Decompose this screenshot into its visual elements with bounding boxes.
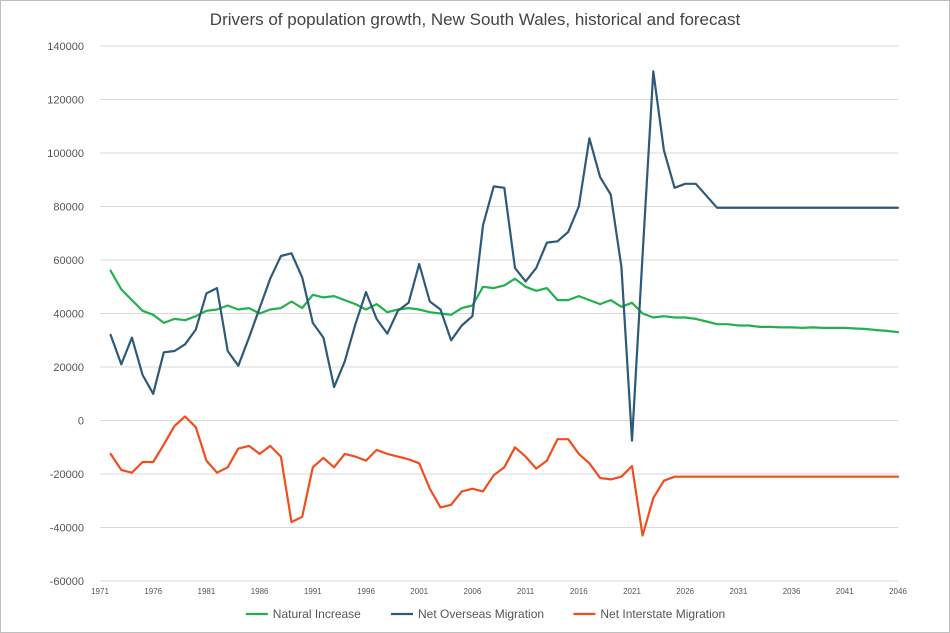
- legend-label-net-interstate-migration: Net Interstate Migration: [600, 607, 725, 621]
- y-tick-label: 0: [78, 416, 84, 428]
- x-axis: 1971 1976 1981 1986 1991 1996 2001 2006 2011 2016…: [91, 587, 907, 596]
- x-tick-label: 1971: [91, 587, 109, 596]
- x-tick-label: 2011: [517, 587, 535, 596]
- x-tick-label: 2036: [783, 587, 801, 596]
- y-tick-label: -60000: [50, 576, 84, 588]
- y-tick-label: -20000: [50, 469, 84, 481]
- x-tick-label: 1996: [357, 587, 375, 596]
- y-tick-label: 120000: [47, 95, 84, 107]
- x-tick-label: 1976: [144, 587, 162, 596]
- y-tick-label: 100000: [47, 148, 84, 160]
- x-tick-label: 2021: [623, 587, 641, 596]
- x-tick-label: 2026: [676, 587, 694, 596]
- legend-label-net-overseas-migration: Net Overseas Migration: [418, 607, 544, 621]
- series-line-net-overseas-migration: [109, 70, 900, 442]
- y-tick-label: -40000: [50, 523, 84, 535]
- x-tick-label: 2016: [570, 587, 588, 596]
- x-tick-label: 1981: [198, 587, 216, 596]
- x-tick-label: 1986: [251, 587, 269, 596]
- x-tick-label: 2006: [464, 587, 482, 596]
- x-tick-label: 2041: [836, 587, 854, 596]
- x-tick-label: 2031: [730, 587, 748, 596]
- x-tick-label: 2001: [410, 587, 428, 596]
- chart-title: Drivers of population growth, New South …: [209, 10, 741, 29]
- y-tick-label: 20000: [53, 362, 84, 374]
- y-tick-label: 80000: [53, 202, 84, 214]
- x-tick-label: 1991: [304, 587, 322, 596]
- y-tick-label: 140000: [47, 41, 84, 53]
- y-axis: 140000 120000 100000 80000 60000 40000 20000 0 -…: [47, 41, 84, 588]
- gridlines: [100, 45, 898, 582]
- series-line-natural-increase: [109, 269, 900, 334]
- series-layer: [109, 70, 900, 537]
- legend-label-natural-increase: Natural Increase: [273, 607, 361, 621]
- y-tick-label: 40000: [53, 309, 84, 321]
- y-tick-label: 60000: [53, 255, 84, 267]
- series-line-net-interstate-migration: [109, 415, 900, 537]
- legend: Natural Increase Net Overseas Migration Ne…: [245, 607, 725, 621]
- x-tick-label: 2046: [889, 587, 907, 596]
